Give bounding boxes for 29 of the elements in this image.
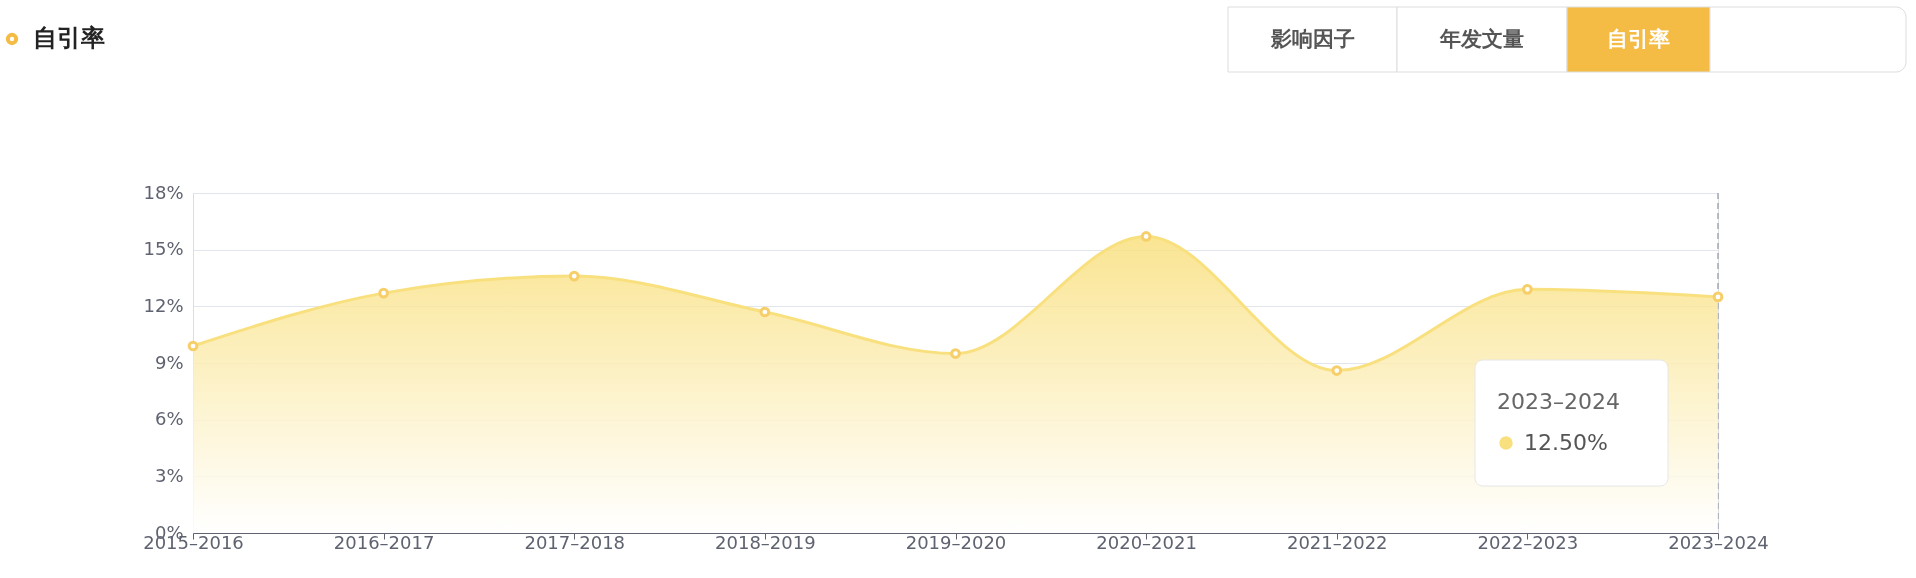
point <box>568 270 580 282</box>
x-tick-label: 2019–2020 <box>905 531 1007 553</box>
x-tick-label: 2023–2024 <box>1668 531 1769 553</box>
point <box>1140 231 1152 242</box>
point <box>1331 365 1343 376</box>
text: 自引率 <box>1607 27 1670 51</box>
x-tick-label: 2022–2023 <box>1477 531 1579 553</box>
text: 影响因子 <box>1269 27 1355 51</box>
x-tick-label: 2017–2018 <box>524 531 626 553</box>
point <box>1712 291 1724 303</box>
y-tick-label: 3% <box>154 464 184 486</box>
x-tick-label: 2018–2019 <box>715 531 816 553</box>
text: 年发文量 <box>1439 27 1524 51</box>
point <box>187 340 199 352</box>
text: 2023–2024 <box>1497 389 1620 414</box>
y-tick-label: 12% <box>143 294 184 316</box>
y-tick-label: 15% <box>143 238 184 260</box>
y-tick-label: 6% <box>154 408 184 430</box>
x-tick-label: 2016–2017 <box>333 531 435 553</box>
x-tick-label: 2021–2022 <box>1286 531 1388 553</box>
point <box>950 348 961 359</box>
point <box>759 306 771 318</box>
chart-title: 自引率 <box>33 24 105 52</box>
annotation: 12.50% <box>1524 430 1608 455</box>
point <box>378 287 389 299</box>
y-tick-label: 9% <box>154 351 184 373</box>
x-tick-label: 2020–2021 <box>1096 531 1197 553</box>
point <box>1522 283 1533 295</box>
y-tick-label: 18% <box>143 181 184 203</box>
